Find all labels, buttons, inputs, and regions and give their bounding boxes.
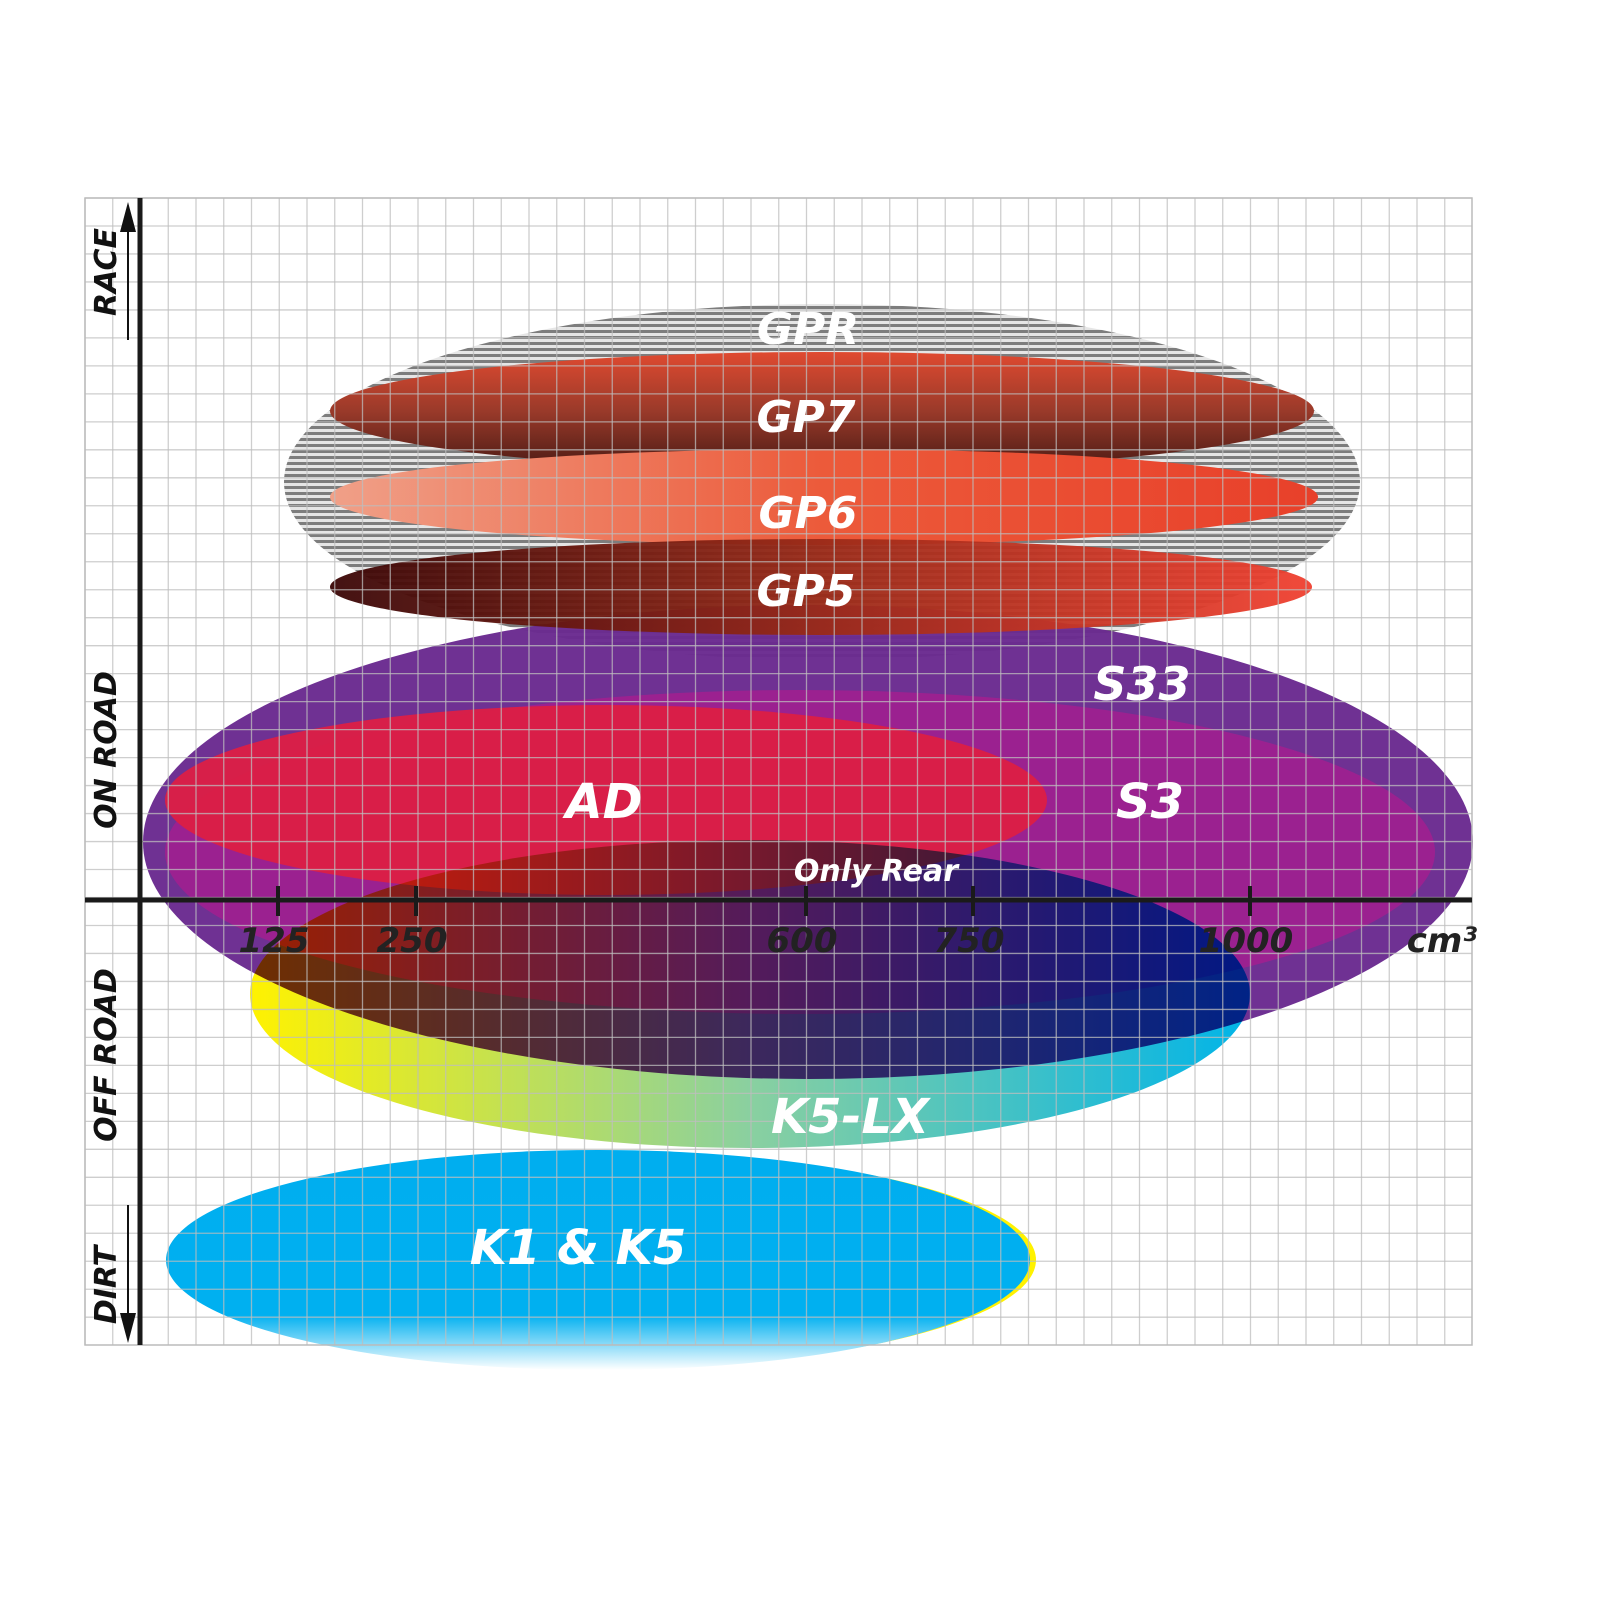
ellipse-gp7 <box>330 352 1314 470</box>
ellipse-gp5 <box>330 539 1312 635</box>
x-tick-label: 1000 <box>1199 921 1294 961</box>
label-ad: AD <box>562 774 643 830</box>
ellipse-k5lx <box>250 840 1250 1148</box>
y-label-off-road: OFF ROAD <box>89 968 124 1142</box>
grid-border <box>84 197 1473 1346</box>
label-gp5: GP5 <box>757 566 856 617</box>
race-arrow-head <box>120 202 136 232</box>
label-k5lx: K5-LX <box>771 1089 931 1145</box>
dirt-arrow-head <box>120 1313 136 1343</box>
x-tick-label: 125 <box>239 921 310 961</box>
y-label-dirt: DIRT <box>89 1243 124 1324</box>
label-k1k5: K1 & K5 <box>470 1220 686 1276</box>
ellipse-gp6 <box>330 449 1318 545</box>
grid <box>84 197 1472 1345</box>
label-gp7: GP7 <box>757 392 856 443</box>
x-tick-label: 750 <box>934 921 1005 961</box>
y-label-race: RACE <box>89 228 124 316</box>
x-tick-label: 250 <box>377 921 448 961</box>
x-tick-label: 600 <box>767 921 838 961</box>
label-only-rear: Only Rear <box>794 854 960 889</box>
label-gpr: GPR <box>757 304 859 355</box>
y-label-on-road: ON ROAD <box>89 671 124 829</box>
label-gp6: GP6 <box>759 488 858 539</box>
label-s33: S33 <box>1093 657 1190 711</box>
x-unit-label: cm³ <box>1407 921 1478 961</box>
label-s3: S3 <box>1116 774 1184 830</box>
